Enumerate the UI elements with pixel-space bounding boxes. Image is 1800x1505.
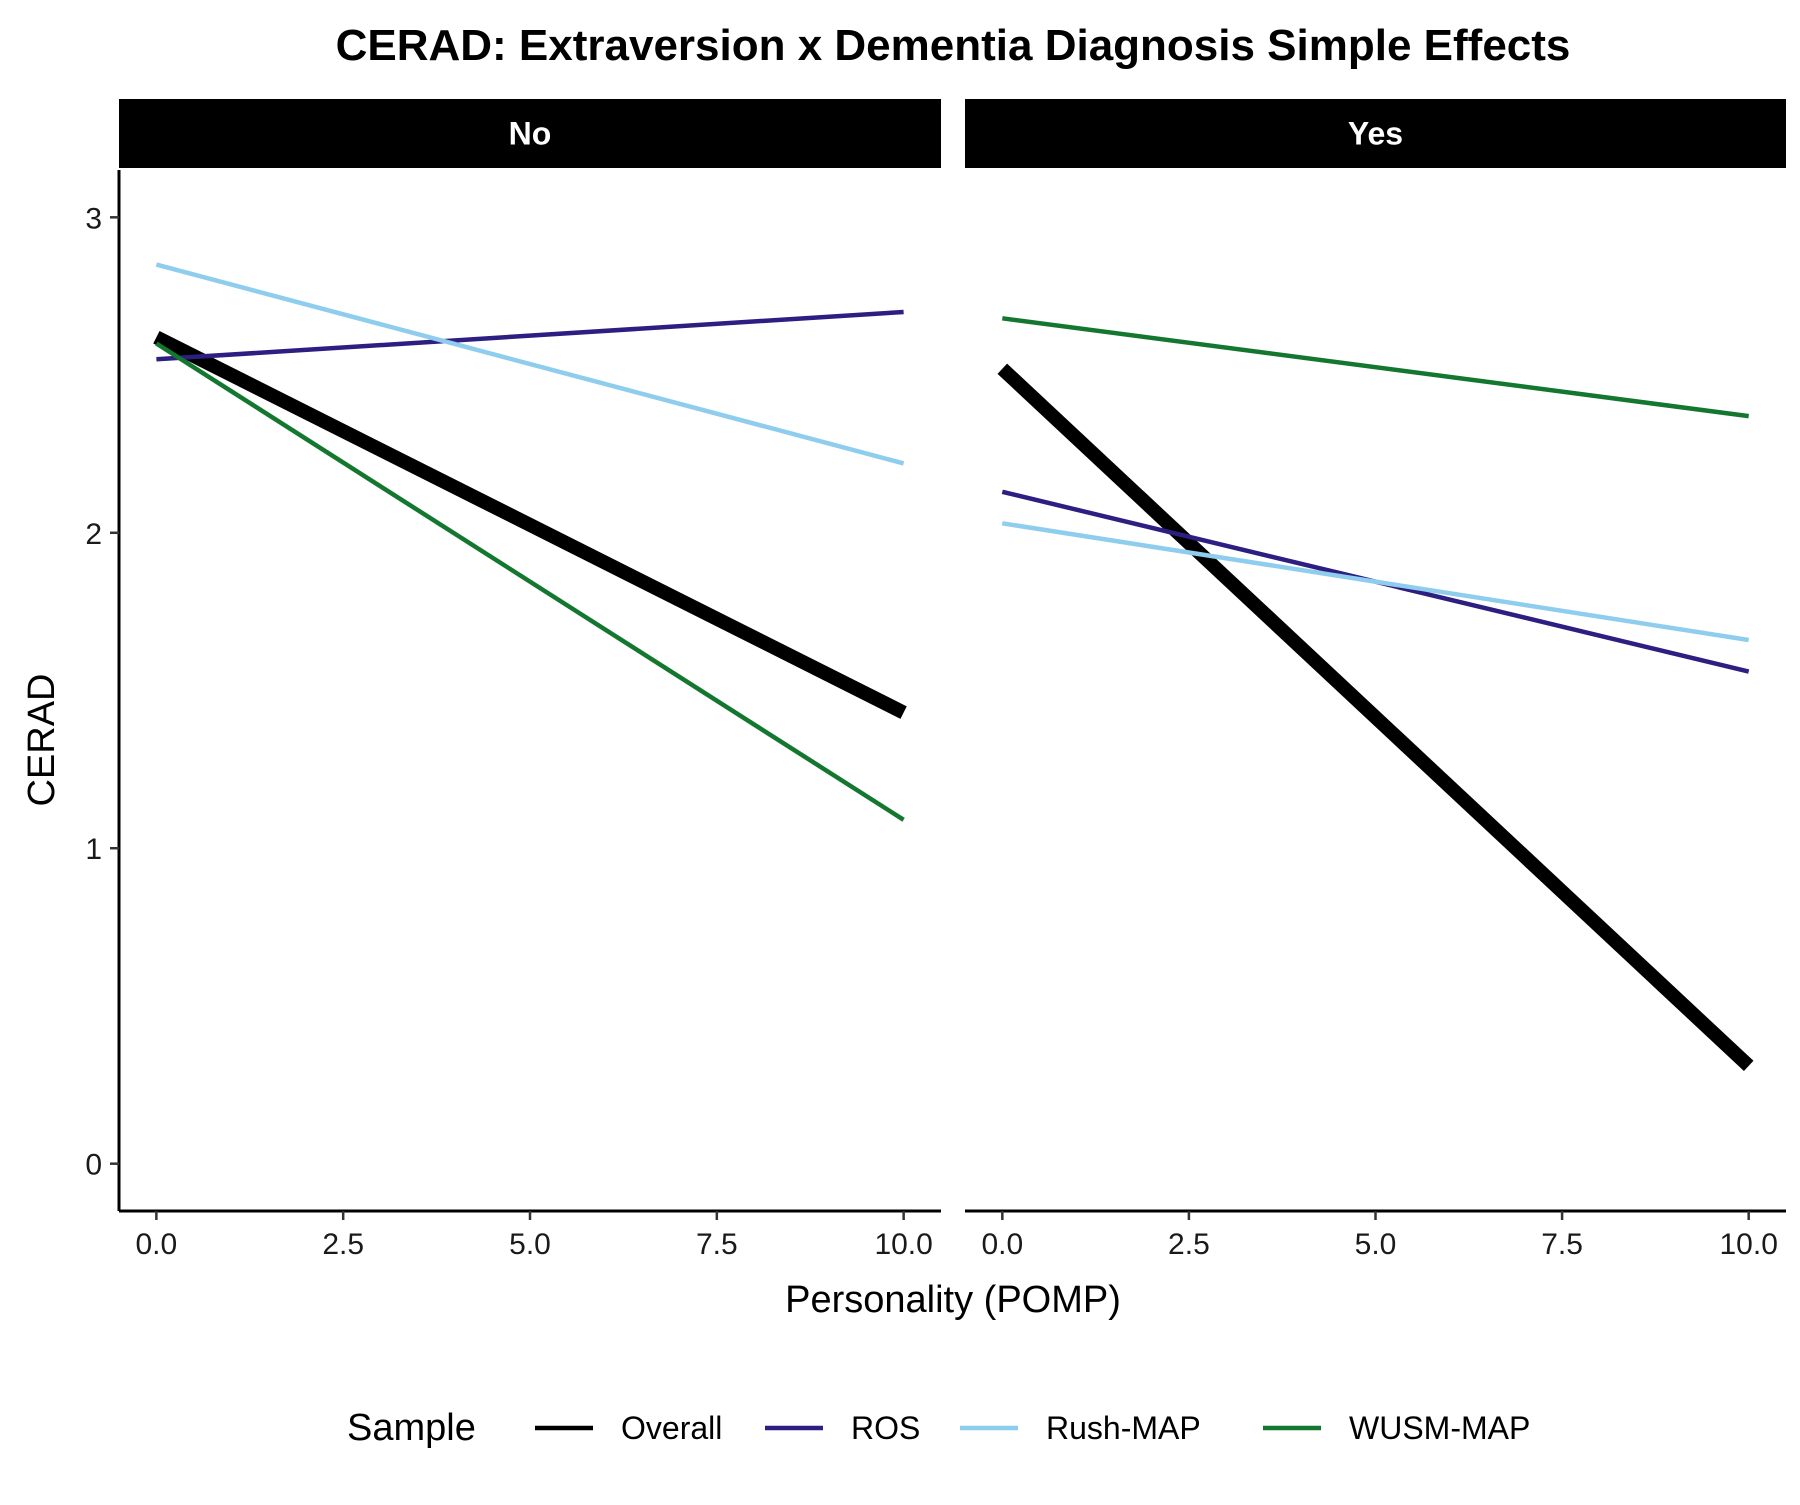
y-tick-label-2: 2	[85, 518, 102, 551]
x-tick-label-yes-1: 2.5	[1168, 1228, 1210, 1261]
plot-layer: No 0 1 2 3 0.0 2.5 5.0 7.5 10.0 Yes 0.0 2.5 5.0 7.5 10.…	[85, 99, 1786, 1261]
legend-label-rush-map: Rush-MAP	[1046, 1410, 1201, 1446]
legend: Sample Overall ROS Rush-MAP WUSM-MAP	[347, 1407, 1530, 1449]
series-line-no-overall	[153, 330, 907, 719]
y-tick-label-0: 0	[85, 1149, 102, 1182]
series-line-yes-wusm-map	[1002, 316, 1749, 419]
x-tick-label-yes-4: 10.0	[1719, 1228, 1777, 1261]
x-tick-label-no-3: 7.5	[696, 1228, 738, 1261]
y-axis-title: CERAD	[21, 673, 63, 806]
y-tick-label-1: 1	[85, 833, 102, 866]
series-line-yes-overall	[997, 363, 1754, 1072]
series-line-no-ros	[156, 309, 904, 362]
facet-strip-label-no: No	[509, 116, 552, 152]
y-tick-label-3: 3	[85, 202, 102, 235]
x-axis-title: Personality (POMP)	[785, 1279, 1121, 1321]
x-tick-label-yes-3: 7.5	[1541, 1228, 1583, 1261]
x-tick-label-no-2: 5.0	[509, 1228, 551, 1261]
legend-label-ros: ROS	[851, 1410, 920, 1446]
series-line-no-wusm-map	[155, 341, 905, 822]
x-tick-label-no-0: 0.0	[136, 1228, 178, 1261]
facet-strip-label-yes: Yes	[1348, 116, 1403, 152]
legend-label-wusm-map: WUSM-MAP	[1349, 1410, 1530, 1446]
facet-strip-no	[119, 99, 941, 168]
x-tick-label-no-4: 10.0	[874, 1228, 932, 1261]
x-tick-label-no-1: 2.5	[322, 1228, 364, 1261]
chart-title: CERAD: Extraversion x Dementia Diagnosis…	[336, 21, 1571, 70]
series-line-no-rush-map	[155, 262, 905, 466]
x-tick-label-yes-2: 5.0	[1355, 1228, 1397, 1261]
legend-label-overall: Overall	[621, 1410, 722, 1446]
legend-title: Sample	[347, 1407, 476, 1449]
x-tick-label-yes-0: 0.0	[981, 1228, 1023, 1261]
series-line-yes-rush-map	[1001, 521, 1750, 643]
facet-strip-yes	[965, 99, 1786, 168]
